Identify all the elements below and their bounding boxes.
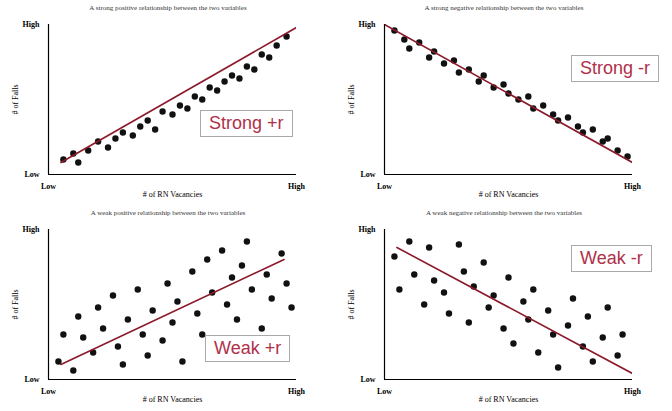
svg-text:High: High [624,387,641,396]
svg-text:# of RN Vacancies: # of RN Vacancies [479,395,539,404]
html-text:Strong +r: Strong +r [209,113,284,133]
svg-text:# of RN Vacancies: # of RN Vacancies [143,190,203,199]
svg-text:# of Falls: # of Falls [347,84,356,114]
svg-text:Low: Low [24,375,39,384]
svg-text:High: High [288,387,305,396]
svg-text:High: High [624,182,641,191]
html-text:A weak negative relationship b: A weak negative relationship between the… [426,209,582,217]
svg-text:High: High [23,225,40,234]
svg-text:High: High [359,225,376,234]
svg-text:Low: Low [24,170,39,179]
svg-text:# of Falls: # of Falls [347,289,356,319]
svg-text:# of Falls: # of Falls [11,289,20,319]
svg-text:High: High [23,20,40,29]
svg-text:Low: Low [360,170,375,179]
html-text:A strong negative relationship: A strong negative relationship between t… [424,4,584,12]
svg-text:# of Falls: # of Falls [11,84,20,114]
svg-text:Low: Low [41,387,56,396]
svg-text:Low: Low [377,387,392,396]
svg-text:Low: Low [360,375,375,384]
svg-text:# of RN Vacancies: # of RN Vacancies [143,395,203,404]
html-text:A weak positive relationship b: A weak positive relationship between the… [90,209,246,217]
svg-text:High: High [288,182,305,191]
html-text:Weak -r: Weak -r [580,248,643,268]
svg-text:High: High [359,20,376,29]
html-text:Weak +r: Weak +r [214,338,282,358]
svg-text:Low: Low [41,182,56,191]
svg-text:Low: Low [377,182,392,191]
svg-text:# of RN Vacancies: # of RN Vacancies [479,190,539,199]
html-text:Strong -r: Strong -r [580,58,650,78]
html-text:A strong positive relationship: A strong positive relationship between t… [89,4,247,12]
